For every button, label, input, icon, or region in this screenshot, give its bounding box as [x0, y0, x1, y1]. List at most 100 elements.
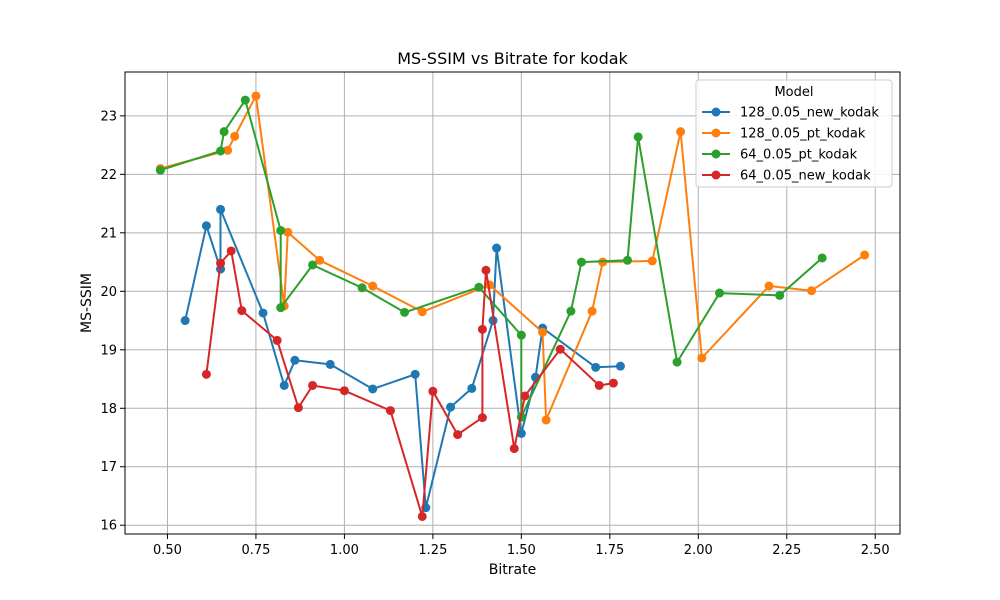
legend: Model 128_0.05_new_kodak 128_0.05_pt_koda… — [695, 79, 893, 188]
y-tick-label: 20 — [100, 285, 117, 300]
data-point — [223, 145, 233, 155]
legend-swatch-marker — [711, 149, 721, 159]
series-line — [160, 99, 823, 418]
data-point — [446, 402, 456, 412]
data-point — [817, 253, 827, 263]
data-point — [201, 221, 211, 231]
data-point — [279, 380, 289, 390]
x-tick-label: 2.25 — [772, 543, 801, 558]
legend-label: 128_0.05_new_kodak — [740, 106, 879, 121]
data-point — [251, 91, 261, 101]
data-point — [368, 281, 378, 291]
x-tick-label: 1.00 — [330, 543, 359, 558]
data-point — [775, 290, 785, 300]
data-point — [647, 256, 657, 266]
data-point — [453, 430, 463, 440]
data-point — [385, 406, 395, 416]
legend-label: 64_0.05_pt_kodak — [740, 148, 858, 163]
series-line — [160, 95, 866, 421]
series-64-0-05-pt-kodak — [155, 95, 827, 422]
data-point — [715, 288, 725, 298]
legend-item: 128_0.05_pt_kodak — [702, 127, 866, 142]
data-point — [219, 127, 229, 137]
data-point — [272, 335, 282, 345]
x-tick-label: 2.00 — [684, 543, 713, 558]
data-point — [180, 316, 190, 326]
data-point — [155, 165, 165, 175]
data-point — [623, 255, 633, 265]
data-point — [240, 95, 250, 105]
y-axis-label: MS-SSIM — [79, 273, 95, 333]
data-point — [410, 369, 420, 379]
data-point — [201, 369, 211, 379]
data-point — [276, 303, 286, 313]
chart-title: MS-SSIM vs Bitrate for kodak — [397, 49, 628, 68]
data-point — [258, 308, 268, 318]
data-point — [474, 282, 484, 292]
data-point — [308, 260, 318, 270]
data-point — [633, 132, 643, 142]
data-point — [339, 386, 349, 396]
data-point — [293, 403, 303, 413]
data-point — [676, 127, 686, 137]
data-point — [216, 204, 226, 214]
data-point — [516, 428, 526, 438]
data-point — [308, 380, 318, 390]
legend-item: 128_0.05_new_kodak — [702, 106, 879, 121]
data-point — [672, 357, 682, 367]
data-point — [315, 255, 325, 265]
data-point — [577, 257, 587, 267]
data-point — [541, 415, 551, 425]
series-line — [205, 250, 614, 518]
data-point — [481, 265, 491, 275]
data-point — [555, 344, 565, 354]
y-tick-label: 16 — [100, 519, 117, 534]
data-point — [860, 250, 870, 260]
data-point — [237, 306, 247, 316]
legend-item: 64_0.05_pt_kodak — [702, 148, 858, 163]
data-point — [587, 306, 597, 316]
y-tick-label: 22 — [100, 168, 117, 183]
series-64-0-05-new-kodak — [201, 246, 618, 521]
data-point — [283, 227, 293, 237]
x-tick-label: 0.75 — [241, 543, 270, 558]
y-tick-label: 19 — [100, 343, 117, 358]
x-tick-label: 0.50 — [153, 543, 182, 558]
data-point — [216, 258, 226, 268]
data-point — [608, 378, 618, 388]
x-axis: 0.50 0.75 1.00 1.25 1.50 1.75 2.00 2.25 2.50 — [153, 534, 890, 558]
x-axis-label: Bitrate — [489, 562, 536, 578]
data-point — [538, 327, 548, 337]
data-point — [290, 355, 300, 365]
legend-swatch-marker — [711, 128, 721, 138]
y-tick-label: 18 — [100, 402, 117, 417]
legend-box — [695, 79, 893, 188]
data-point — [276, 225, 286, 235]
legend-label: 64_0.05_new_kodak — [740, 169, 871, 184]
data-point — [516, 330, 526, 340]
y-tick-label: 17 — [100, 460, 117, 475]
data-point — [594, 380, 604, 390]
x-tick-label: 2.50 — [861, 543, 890, 558]
data-point — [417, 307, 427, 317]
x-tick-label: 1.50 — [507, 543, 536, 558]
legend-title: Model — [774, 85, 813, 100]
data-point — [357, 283, 367, 293]
data-point — [368, 384, 378, 394]
data-point — [400, 307, 410, 317]
data-point — [230, 131, 240, 141]
data-point — [764, 281, 774, 291]
series-128-0-05-pt-kodak — [155, 91, 870, 425]
data-point — [615, 361, 625, 371]
data-point — [520, 391, 530, 401]
series-group — [155, 91, 870, 521]
data-point — [697, 353, 707, 363]
legend-item: 64_0.05_new_kodak — [702, 169, 871, 184]
x-tick-label: 1.75 — [595, 543, 624, 558]
data-point — [477, 324, 487, 334]
data-point — [509, 444, 519, 454]
y-tick-label: 21 — [100, 226, 117, 241]
y-axis: 16 17 18 19 20 21 22 23 — [100, 109, 125, 534]
data-point — [226, 246, 236, 256]
